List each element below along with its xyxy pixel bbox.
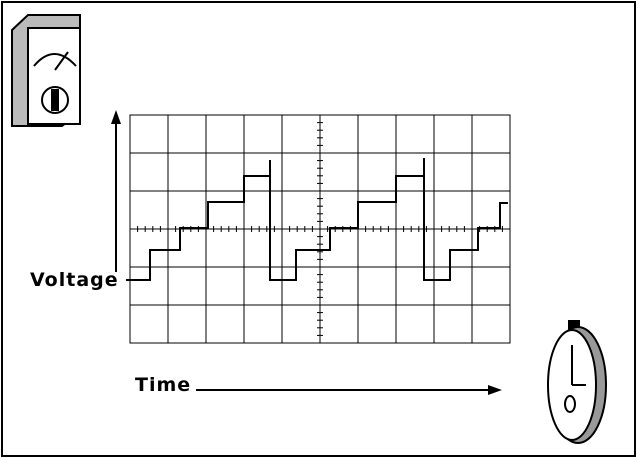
arrowhead [488,385,502,395]
waveform [130,158,508,281]
scope-grid [129,114,511,344]
voltmeter-icon [11,14,81,127]
arrowhead [111,110,121,124]
voltage-label: Voltage [30,269,119,291]
stopwatch-icon [547,320,607,444]
time-label: Time [135,374,191,396]
